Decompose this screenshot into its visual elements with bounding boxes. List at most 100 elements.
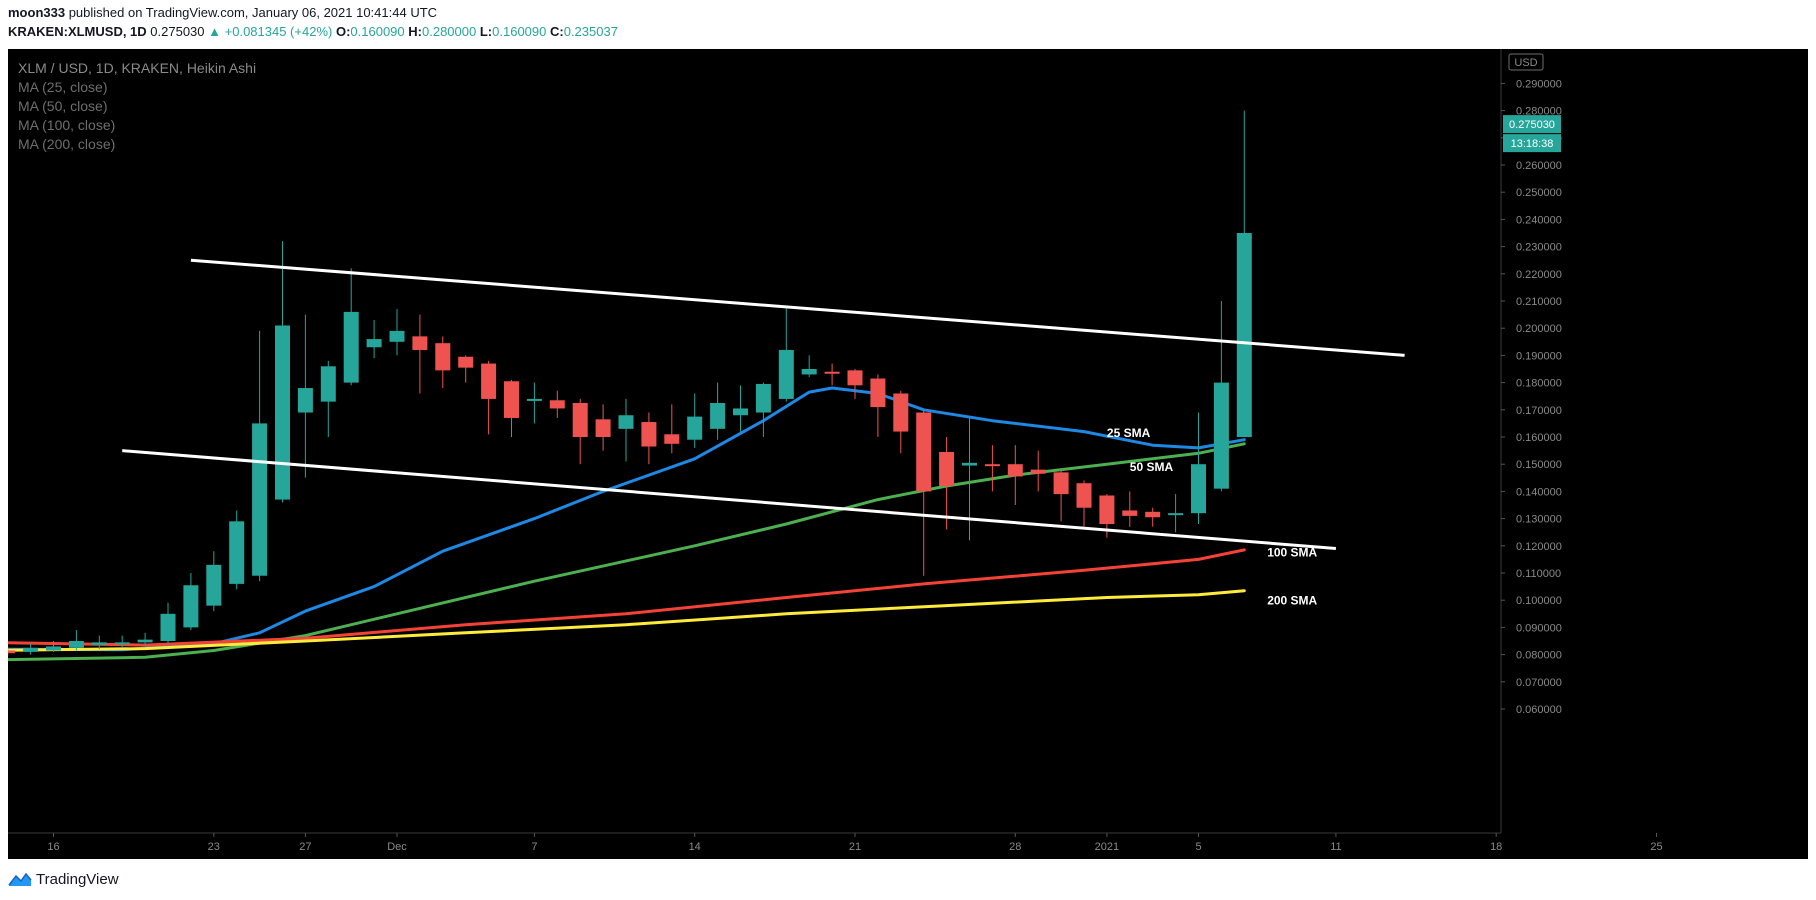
candle-body [1191,464,1206,514]
candle [320,360,336,437]
current-price-tag-label: 0.275030 [1509,119,1555,131]
candle [618,398,634,462]
candle-body [137,639,153,643]
price-change: ▲ +0.081345 (+42%) [208,24,333,39]
close-label: C: [550,24,564,39]
candle-body [641,422,657,447]
price-axis[interactable]: 0.060000 0.070000 0.080000 0.090000 0.100000… [1500,49,1562,833]
candle-body [801,369,817,375]
candle-body [824,371,840,374]
candle-body [252,423,268,576]
currency-tag[interactable]: USD [1508,53,1544,71]
lower-channel-trendline[interactable] [122,449,1337,551]
legend-ma-200[interactable]: MA (200, close) [18,136,116,152]
price-tick-label: 0.180000 [1516,378,1562,390]
candle-body [206,564,222,606]
price-tick-label: 0.120000 [1516,541,1562,553]
sma-annotations: 25 SMA 50 SMA 100 SMA 200 SMA [1107,426,1318,607]
time-tick-label: Dec [387,841,407,853]
candle-body [1030,469,1046,474]
candle-body [1053,472,1069,495]
time-tick-label: 23 [208,841,220,853]
candle [939,437,955,530]
legend-ma-100[interactable]: MA (100, close) [18,117,116,133]
candle [1122,491,1138,527]
candle-body [1213,382,1229,489]
price-tick-label: 0.170000 [1516,405,1562,417]
candle-body [733,408,748,416]
sma-label: 25 SMA [1107,426,1151,440]
candle [549,390,565,418]
candle [526,382,542,424]
candle-body [297,388,313,413]
candle-body [778,349,794,399]
candle [733,385,748,432]
candle [252,330,268,582]
price-tick-label: 0.130000 [1516,514,1562,526]
candle [1236,110,1252,437]
price-tick-label: 0.080000 [1516,650,1562,662]
last-price: 0.275030 [150,24,205,39]
candle [297,314,313,478]
candle-body [687,416,703,440]
candle [801,355,817,378]
candle [1213,301,1229,492]
candle [114,635,130,648]
candle [1145,507,1161,527]
legend-ma-25[interactable]: MA (25, close) [18,79,108,95]
currency-tag-box [1508,53,1544,71]
candle-body [870,378,886,408]
candle-body [893,393,909,432]
price-tags: USD 0.275030 13:18:38 [1503,53,1561,153]
channel-trendlines[interactable] [122,258,1405,551]
price-tick-label: 0.240000 [1516,214,1562,226]
candle-body [572,403,588,437]
candle-body [618,415,634,429]
time-axis[interactable]: 16 23 27 Dec 7 14 21 28 2021 5 11 18 25 [8,832,1663,853]
countdown-tag: 13:18:38 [1503,134,1561,153]
candle [68,630,84,651]
candle [641,412,657,465]
upper-channel-trendline[interactable] [190,258,1405,357]
chart-area[interactable]: 0.060000 0.070000 0.080000 0.090000 0.100000… [8,49,1808,859]
price-tick-label: 0.070000 [1516,677,1562,689]
legend-ma-50[interactable]: MA (50, close) [18,98,108,114]
price-tick-label: 0.210000 [1516,296,1562,308]
author-name[interactable]: moon333 [8,5,66,20]
candle-body [1122,510,1138,516]
sma-line-100 [8,548,1246,647]
sma-line-25 [8,386,1246,652]
candle [412,314,428,394]
moving-averages [8,386,1246,662]
open-value: 0.160090 [350,24,405,39]
candle-body [183,585,199,628]
time-tick-label: 5 [1195,841,1201,853]
candle [824,363,840,386]
candle [343,268,359,386]
sma-label: 50 SMA [1130,460,1174,474]
tradingview-logo-icon [8,872,32,886]
candle [229,510,245,590]
candle [595,404,611,451]
price-tick-label: 0.280000 [1516,106,1562,118]
candles [8,110,1252,656]
candle [160,602,176,644]
symbol-line: KRAKEN:XLMUSD, 1D 0.275030 ▲ +0.081345 (… [8,24,618,39]
candle-body [160,613,176,641]
candle-body [275,325,290,500]
time-tick-label: 28 [1009,841,1021,853]
price-chart[interactable]: 0.060000 0.070000 0.080000 0.090000 0.100000… [8,49,1808,859]
candle-body [23,647,39,652]
candle-body [504,381,519,418]
candle [206,551,222,612]
candle-body [481,363,497,399]
price-tick-label: 0.060000 [1516,704,1562,716]
candle [984,445,1000,492]
price-tick-label: 0.140000 [1516,486,1562,498]
candle-body [962,462,977,466]
candle-body [68,641,84,648]
candle-body [1099,495,1115,525]
time-tick-label: 21 [849,841,861,853]
tradingview-footer[interactable]: TradingView [8,866,119,892]
candle [1053,469,1069,522]
